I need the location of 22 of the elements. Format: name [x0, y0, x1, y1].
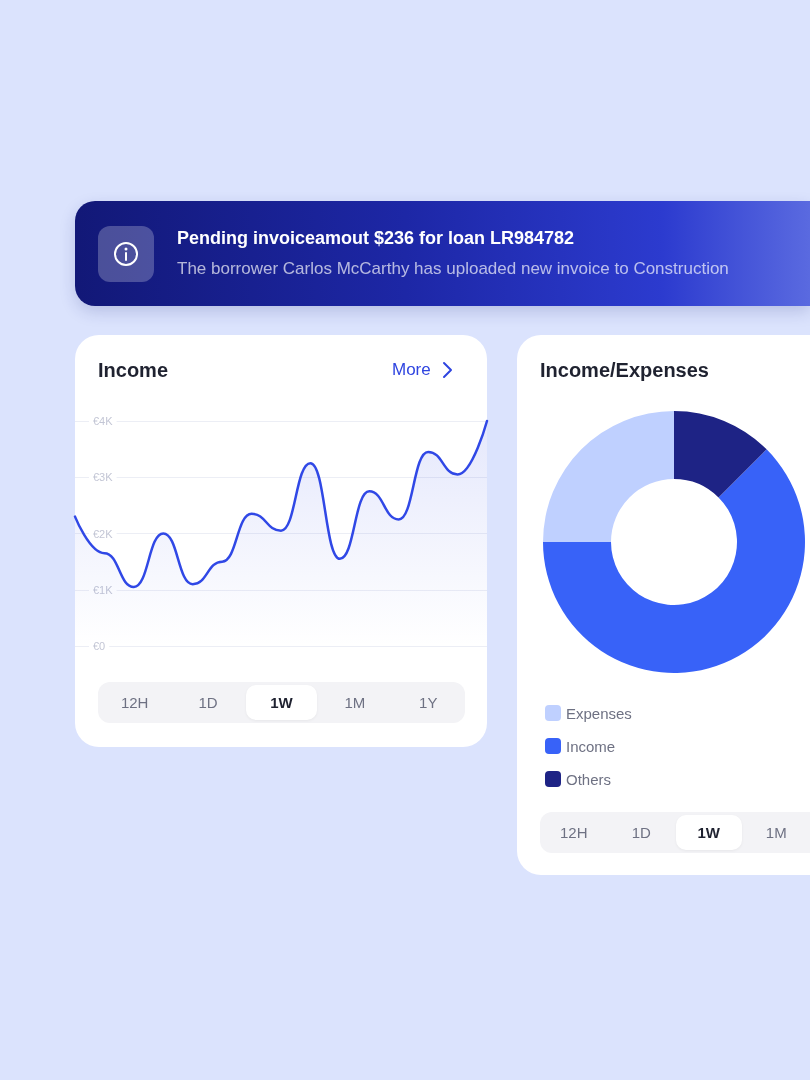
legend-label: Income: [566, 737, 616, 755]
text: More: [392, 360, 431, 380]
y-tick-label: €1K: [93, 583, 114, 596]
text: 1W: [245, 685, 318, 720]
text: The borrower Carlos McCarthy has uploaded new invoice to Construction: [177, 259, 729, 279]
y-tick-label: €2K: [93, 527, 114, 540]
text: Pending invoiceamout $236 for loan LR984782: [177, 228, 575, 249]
text: 12H: [119, 693, 150, 713]
text: 1W: [676, 815, 742, 850]
y-tick-label: €0: [93, 640, 106, 652]
text: 1D: [630, 823, 652, 843]
text: 1D: [197, 693, 219, 713]
legend-label: Others: [566, 770, 612, 788]
text: 1Y: [418, 693, 439, 713]
y-tick-label: €3K: [93, 471, 114, 484]
chart-title: Income: [98, 359, 169, 381]
text: 1M: [343, 693, 367, 713]
chart-title: Income/Expenses: [540, 359, 709, 381]
text: 12H: [559, 823, 589, 843]
text: 1M: [764, 823, 788, 843]
legend-label: Expenses: [566, 704, 632, 722]
y-tick-label: €4K: [93, 415, 114, 427]
